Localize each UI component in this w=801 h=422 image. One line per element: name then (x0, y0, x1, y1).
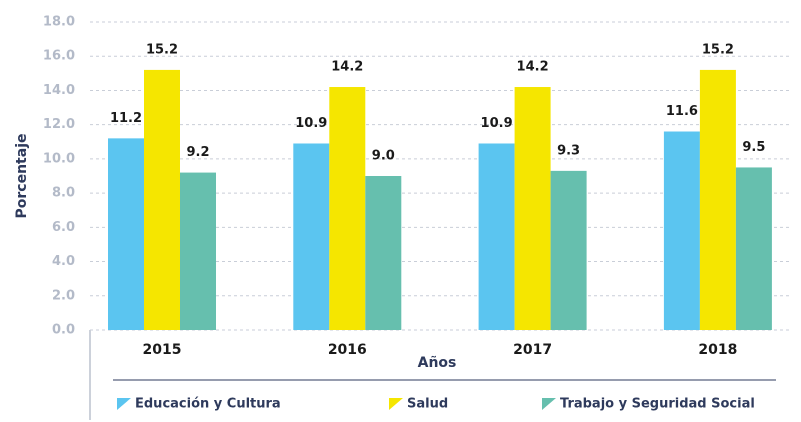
legend-label: Salud (407, 397, 448, 412)
data-label: 11.6 (666, 104, 698, 119)
x-tick-label: 2016 (328, 342, 367, 358)
legend-marker (117, 398, 131, 410)
bar (663, 131, 700, 330)
data-label: 14.2 (331, 60, 363, 75)
bar (514, 87, 551, 331)
y-tick-label: 16.0 (43, 49, 75, 64)
x-axis-label: Años (418, 355, 457, 371)
y-tick-label: 12.0 (43, 117, 75, 132)
bar (108, 138, 144, 330)
bar (329, 87, 366, 331)
y-tick-label: 10.0 (43, 151, 75, 166)
bar (293, 143, 330, 330)
data-label: 11.2 (110, 111, 142, 126)
data-label: 9.2 (186, 145, 209, 160)
legend-label: Educación y Cultura (135, 397, 281, 412)
x-tick-label: 2015 (143, 342, 182, 358)
bar (699, 69, 736, 331)
bar (550, 170, 587, 330)
legend-marker (542, 398, 556, 410)
y-tick-label: 4.0 (52, 254, 75, 269)
y-tick-label: 2.0 (52, 288, 75, 303)
x-tick-label: 2018 (698, 342, 737, 358)
data-label: 9.5 (742, 140, 765, 155)
bar (735, 167, 772, 330)
bar (365, 176, 402, 330)
bar (144, 69, 180, 331)
data-label: 15.2 (146, 42, 178, 57)
data-label: 10.9 (481, 116, 513, 131)
data-label: 9.3 (557, 143, 580, 158)
data-label: 15.2 (702, 42, 734, 57)
data-label: 9.0 (372, 149, 395, 164)
legend-marker (389, 398, 403, 410)
data-label: 14.2 (517, 60, 549, 75)
y-axis-label: Porcentaje (14, 134, 30, 219)
y-tick-label: 14.0 (43, 83, 75, 98)
y-tick-label: 0.0 (52, 323, 75, 338)
x-tick-label: 2017 (513, 342, 552, 358)
y-tick-label: 18.0 (43, 15, 75, 30)
bar (180, 172, 216, 330)
y-tick-label: 6.0 (52, 220, 75, 235)
data-label: 10.9 (295, 116, 327, 131)
legend-label: Trabajo y Seguridad Social (560, 397, 755, 412)
bar (478, 143, 515, 330)
y-tick-label: 8.0 (52, 186, 75, 201)
